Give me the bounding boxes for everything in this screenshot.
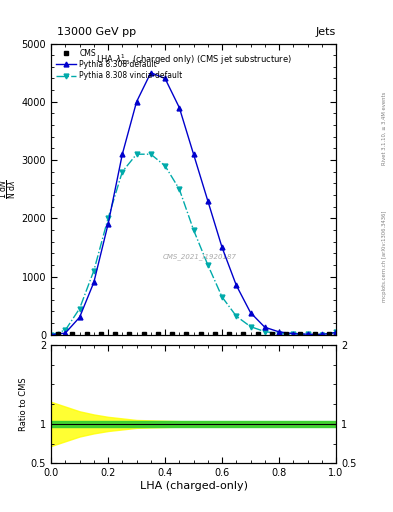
CMS — [255, 331, 260, 337]
Pythia 8.308 default — [220, 244, 224, 250]
Text: Rivet 3.1.10, ≥ 3.4M events: Rivet 3.1.10, ≥ 3.4M events — [382, 91, 387, 165]
Pythia 8.308 default — [163, 75, 167, 81]
Pythia 8.308 default — [120, 151, 125, 157]
Pythia 8.308 vincia-default — [248, 324, 253, 330]
CMS — [270, 331, 274, 337]
Pythia 8.308 default — [77, 314, 82, 321]
CMS — [70, 331, 75, 337]
Pythia 8.308 vincia-default — [234, 313, 239, 319]
Text: mcplots.cern.ch [arXiv:1306.3436]: mcplots.cern.ch [arXiv:1306.3436] — [382, 210, 387, 302]
CMS — [312, 331, 317, 337]
CMS — [327, 331, 331, 337]
Pythia 8.308 vincia-default — [206, 262, 210, 268]
Y-axis label: $\frac{1}{\mathrm{N}}\frac{\mathrm{d}N}{\mathrm{d}\lambda}$: $\frac{1}{\mathrm{N}}\frac{\mathrm{d}N}{… — [0, 179, 19, 199]
CMS — [213, 331, 217, 337]
Pythia 8.308 default — [206, 198, 210, 204]
CMS — [84, 331, 89, 337]
CMS — [56, 331, 61, 337]
Pythia 8.308 default — [263, 324, 267, 330]
Pythia 8.308 vincia-default — [305, 331, 310, 337]
Text: 13000 GeV pp: 13000 GeV pp — [57, 27, 136, 37]
CMS — [184, 331, 189, 337]
Pythia 8.308 default — [277, 329, 281, 335]
Pythia 8.308 default — [248, 310, 253, 316]
Text: CMS_2021_I1920187: CMS_2021_I1920187 — [162, 253, 236, 260]
Pythia 8.308 vincia-default — [291, 331, 296, 337]
Pythia 8.308 vincia-default — [149, 151, 153, 157]
CMS — [198, 331, 203, 337]
Pythia 8.308 default — [320, 331, 324, 337]
Text: Jets: Jets — [316, 27, 336, 37]
Pythia 8.308 vincia-default — [134, 151, 139, 157]
Pythia 8.308 vincia-default — [263, 329, 267, 335]
Line: Pythia 8.308 vincia-default: Pythia 8.308 vincia-default — [49, 152, 338, 337]
CMS — [298, 331, 303, 337]
CMS — [227, 331, 231, 337]
X-axis label: LHA (charged-only): LHA (charged-only) — [140, 481, 248, 491]
Pythia 8.308 default — [191, 151, 196, 157]
Line: Pythia 8.308 default: Pythia 8.308 default — [49, 70, 338, 337]
Pythia 8.308 vincia-default — [191, 227, 196, 233]
Pythia 8.308 default — [92, 279, 96, 285]
Pythia 8.308 default — [134, 99, 139, 105]
CMS — [99, 331, 103, 337]
CMS — [113, 331, 118, 337]
Pythia 8.308 default — [106, 221, 110, 227]
Pythia 8.308 vincia-default — [177, 186, 182, 192]
Pythia 8.308 vincia-default — [49, 332, 53, 338]
Pythia 8.308 vincia-default — [120, 168, 125, 175]
Pythia 8.308 default — [177, 104, 182, 111]
Pythia 8.308 vincia-default — [92, 268, 96, 274]
Pythia 8.308 default — [63, 330, 68, 336]
Pythia 8.308 default — [334, 329, 338, 335]
Pythia 8.308 default — [291, 331, 296, 337]
Pythia 8.308 vincia-default — [63, 327, 68, 333]
Pythia 8.308 vincia-default — [277, 331, 281, 337]
Pythia 8.308 default — [305, 331, 310, 337]
CMS — [127, 331, 132, 337]
Pythia 8.308 vincia-default — [106, 215, 110, 221]
Legend: CMS, Pythia 8.308 default, Pythia 8.308 vincia-default: CMS, Pythia 8.308 default, Pythia 8.308 … — [53, 46, 185, 83]
Pythia 8.308 vincia-default — [220, 294, 224, 300]
Pythia 8.308 vincia-default — [320, 332, 324, 338]
Line: CMS: CMS — [56, 332, 331, 336]
CMS — [284, 331, 288, 337]
CMS — [141, 331, 146, 337]
CMS — [156, 331, 160, 337]
Pythia 8.308 vincia-default — [77, 306, 82, 312]
Text: LHA $\lambda^{1}_{0.5}$ (charged only) (CMS jet substructure): LHA $\lambda^{1}_{0.5}$ (charged only) (… — [95, 52, 292, 67]
CMS — [241, 331, 246, 337]
Pythia 8.308 default — [49, 332, 53, 338]
Pythia 8.308 vincia-default — [334, 329, 338, 335]
Y-axis label: Ratio to CMS: Ratio to CMS — [19, 377, 28, 431]
CMS — [170, 331, 174, 337]
Pythia 8.308 vincia-default — [163, 163, 167, 169]
Pythia 8.308 default — [234, 282, 239, 288]
Pythia 8.308 default — [149, 70, 153, 76]
